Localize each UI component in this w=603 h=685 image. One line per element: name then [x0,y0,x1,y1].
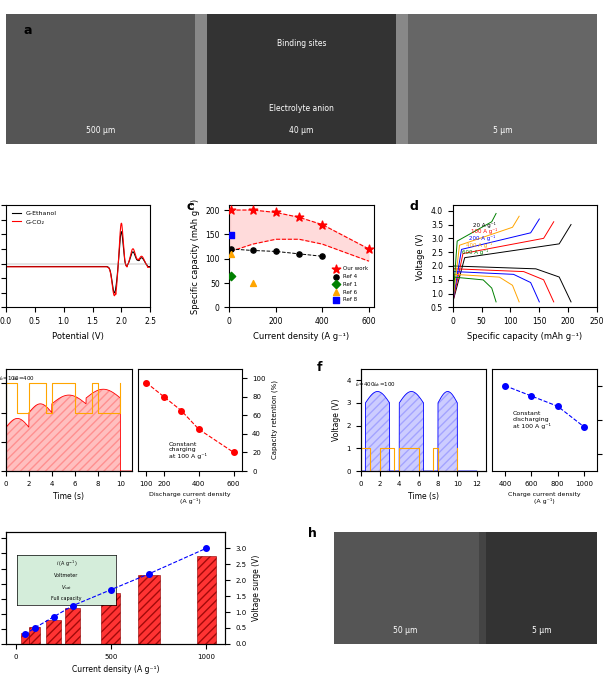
Text: $i_{dc}$=100: $i_{dc}$=100 [373,379,396,388]
Ref 4 [248,245,257,256]
X-axis label: Charge current density
(A g⁻¹): Charge current density (A g⁻¹) [508,493,581,504]
Ref 4 [294,249,304,260]
Text: $i_{dc}$=400: $i_{dc}$=400 [11,375,35,384]
Our work [294,212,304,223]
Text: 600 A g⁻¹: 600 A g⁻¹ [463,249,488,255]
Text: h: h [308,527,317,540]
Y-axis label: Voltage (V): Voltage (V) [332,399,341,441]
Bar [46,620,62,644]
Y-axis label: Voltage (V): Voltage (V) [417,233,426,279]
Bar [65,608,80,644]
Ref 6 [226,249,235,260]
X-axis label: Potential (V): Potential (V) [52,332,104,340]
X-axis label: Time (s): Time (s) [54,493,84,501]
Bar [487,532,597,644]
Bar [207,14,396,144]
Text: 400 A g⁻¹: 400 A g⁻¹ [466,242,492,248]
Text: a: a [24,24,32,37]
Text: 40 μm: 40 μm [289,127,314,136]
Y-axis label: Voltage surge (V): Voltage surge (V) [252,555,261,621]
Text: c: c [186,200,194,213]
Bar [408,14,597,144]
Legend: G-Ethanol, G-CO₂: G-Ethanol, G-CO₂ [9,208,60,227]
Text: $i_c$=100: $i_c$=100 [0,375,20,384]
Text: Constant
charging
at 100 A g⁻¹: Constant charging at 100 A g⁻¹ [169,442,207,460]
Our work [364,243,374,254]
Bar [101,593,121,644]
Ref 4 [318,251,327,262]
Ref 6 [248,277,257,288]
Text: 200 A g⁻¹: 200 A g⁻¹ [469,236,495,241]
Ref 4 [271,246,281,257]
Our work [248,205,257,216]
Polygon shape [230,210,369,261]
Ref 1 [226,271,235,282]
Text: $i_c$=400: $i_c$=400 [355,379,376,388]
Text: 20 A g⁻¹: 20 A g⁻¹ [473,221,496,227]
Text: Electrolyte anion: Electrolyte anion [269,104,334,113]
Legend: Our work, Ref 4, Ref 1, Ref 6, Ref 8: Our work, Ref 4, Ref 1, Ref 6, Ref 8 [330,264,371,305]
Text: Constant
discharging
at 100 A g⁻¹: Constant discharging at 100 A g⁻¹ [513,411,551,429]
X-axis label: Specific capacity (mAh g⁻¹): Specific capacity (mAh g⁻¹) [467,332,582,340]
Bar [137,575,160,644]
X-axis label: Discharge current density
(A g⁻¹): Discharge current density (A g⁻¹) [149,493,231,504]
Bar [29,627,40,644]
Text: 5 μm: 5 μm [532,625,552,635]
Text: 50 μm: 50 μm [393,625,417,635]
Text: Binding sites: Binding sites [277,39,326,48]
Bar [6,14,195,144]
Bar [334,532,479,644]
Our work [226,205,235,216]
Bar [197,556,216,644]
Ref 4 [226,243,235,254]
Text: 5 μm: 5 μm [493,127,512,136]
Text: f: f [317,360,322,373]
Y-axis label: Specific capacity (mAh g⁻¹): Specific capacity (mAh g⁻¹) [191,199,200,314]
X-axis label: Current density (A g⁻¹): Current density (A g⁻¹) [253,332,350,340]
Ref 8 [226,230,235,241]
X-axis label: Current density (A g⁻¹): Current density (A g⁻¹) [72,665,159,674]
X-axis label: Time (s): Time (s) [408,493,439,501]
Our work [271,207,281,218]
Our work [318,219,327,230]
Text: 500 μm: 500 μm [86,127,115,136]
Y-axis label: Capacity retention (%): Capacity retention (%) [271,380,278,460]
Bar [21,634,29,644]
Text: 100 A g⁻¹: 100 A g⁻¹ [471,228,497,234]
Text: d: d [409,200,418,213]
